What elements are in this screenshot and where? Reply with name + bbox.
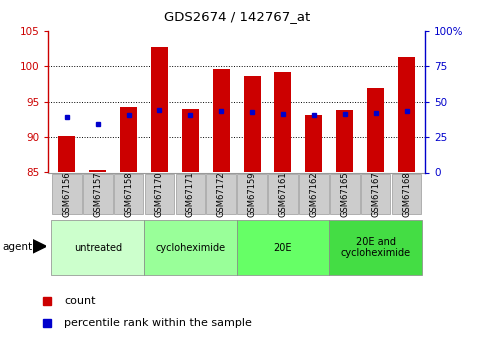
FancyBboxPatch shape <box>83 174 113 214</box>
Text: GSM67168: GSM67168 <box>402 171 411 217</box>
Bar <box>367 88 384 172</box>
FancyBboxPatch shape <box>144 220 237 275</box>
Text: 20E and
cycloheximide: 20E and cycloheximide <box>341 237 411 258</box>
Polygon shape <box>33 240 46 253</box>
Bar <box>151 47 168 172</box>
FancyBboxPatch shape <box>237 220 329 275</box>
Text: percentile rank within the sample: percentile rank within the sample <box>64 318 252 328</box>
Bar <box>120 107 137 172</box>
FancyBboxPatch shape <box>175 174 205 214</box>
Bar <box>398 57 415 172</box>
Text: GSM67165: GSM67165 <box>340 171 349 217</box>
FancyBboxPatch shape <box>114 174 143 214</box>
Text: GSM67170: GSM67170 <box>155 171 164 217</box>
Text: cycloheximide: cycloheximide <box>156 243 226 253</box>
Text: GSM67159: GSM67159 <box>248 171 256 217</box>
FancyBboxPatch shape <box>392 174 421 214</box>
FancyBboxPatch shape <box>237 174 267 214</box>
FancyBboxPatch shape <box>361 174 390 214</box>
Bar <box>89 170 106 172</box>
Text: GSM67157: GSM67157 <box>93 171 102 217</box>
FancyBboxPatch shape <box>206 174 236 214</box>
Bar <box>213 69 230 172</box>
Text: 20E: 20E <box>274 243 292 253</box>
Text: GSM67171: GSM67171 <box>186 171 195 217</box>
Text: GSM67156: GSM67156 <box>62 171 71 217</box>
FancyBboxPatch shape <box>52 174 82 214</box>
Text: GSM67167: GSM67167 <box>371 171 380 217</box>
FancyBboxPatch shape <box>144 174 174 214</box>
Text: GSM67162: GSM67162 <box>310 171 318 217</box>
Bar <box>243 76 261 172</box>
Bar <box>305 115 322 172</box>
FancyBboxPatch shape <box>51 220 144 275</box>
Bar <box>182 109 199 172</box>
Text: GDS2674 / 142767_at: GDS2674 / 142767_at <box>164 10 310 23</box>
Bar <box>274 72 291 172</box>
Text: GSM67172: GSM67172 <box>217 171 226 217</box>
Text: GSM67161: GSM67161 <box>279 171 287 217</box>
FancyBboxPatch shape <box>329 220 422 275</box>
Text: untreated: untreated <box>73 243 122 253</box>
Bar <box>336 110 353 172</box>
Bar <box>58 136 75 172</box>
Text: count: count <box>64 296 96 306</box>
Text: agent: agent <box>2 242 32 252</box>
FancyBboxPatch shape <box>268 174 298 214</box>
Text: GSM67158: GSM67158 <box>124 171 133 217</box>
FancyBboxPatch shape <box>330 174 359 214</box>
FancyBboxPatch shape <box>299 174 329 214</box>
